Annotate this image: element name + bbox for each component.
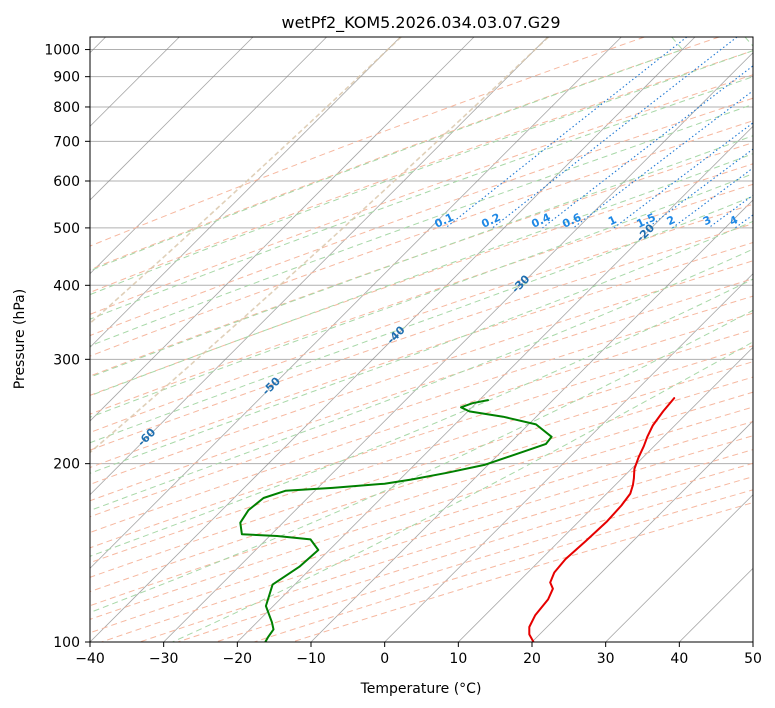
isotherm-line: [90, 37, 622, 569]
moist-adiabat-line: [90, 153, 753, 397]
x-tick-label: −30: [149, 651, 179, 667]
y-tick-label: 900: [53, 70, 80, 86]
moist-adiabat-line: [90, 135, 753, 378]
moist-adiabat-line: [90, 37, 684, 272]
isotherm-line: [90, 37, 401, 348]
dry-adiabat-line: [177, 462, 753, 642]
moist-adiabat-line: [90, 195, 753, 444]
dry-adiabat-line: [90, 345, 753, 564]
y-tick-label: 700: [53, 134, 80, 150]
y-tick-label: 600: [53, 174, 80, 190]
isotherm-line: [531, 420, 753, 642]
dry-adiabat-line: [90, 142, 753, 377]
y-tick-label: 400: [53, 278, 80, 294]
y-tick-label: 500: [53, 221, 80, 237]
isotherm-line: [384, 273, 753, 642]
dry-adiabat-line: [90, 361, 753, 578]
moist-adiabat-line: [90, 37, 753, 296]
x-tick-label: 20: [523, 651, 541, 667]
dry-adiabat-line: [292, 502, 753, 642]
dry-adiabat-line: [90, 329, 753, 549]
isotherm-line: [605, 494, 753, 642]
y-tick-label: 200: [53, 457, 80, 473]
temperature-trace: [528, 397, 676, 642]
dry-adiabat-line: [215, 476, 753, 642]
x-tick-label: 40: [670, 651, 688, 667]
isotherm-line: [90, 37, 254, 201]
saturation-curve: [90, 37, 549, 454]
isotherm-line: [90, 37, 548, 496]
mixing-ratio-line: [613, 122, 753, 229]
mixing-ratio-line: [542, 65, 753, 229]
x-tick-label: 0: [380, 651, 389, 667]
y-tick-label: 800: [53, 100, 80, 116]
dry-adiabat-line: [254, 489, 753, 642]
isotherm-line: [163, 52, 753, 642]
x-tick-label: 50: [744, 651, 762, 667]
isotherm-line: [90, 37, 327, 275]
dry-adiabat-line: [90, 37, 645, 247]
moist-adiabat-line: [90, 309, 753, 614]
mixing-ratio-line: [672, 167, 753, 229]
y-tick-label: 100: [53, 635, 80, 651]
y-axis-title: Pressure (hPa): [12, 289, 28, 389]
y-tick-label: 300: [53, 352, 80, 368]
isotherm-line: [310, 199, 753, 642]
plot-area: [90, 37, 753, 642]
isotherm-line: [90, 37, 475, 422]
moist-adiabat-line: [172, 341, 753, 642]
moist-adiabat-line: [90, 220, 753, 474]
dry-adiabat-line: [90, 50, 753, 293]
dewpoint-trace: [239, 399, 553, 642]
y-tick-label: 1000: [44, 43, 80, 59]
isotherm-line: [458, 346, 753, 642]
x-tick-label: 30: [597, 651, 615, 667]
dry-adiabat-line: [90, 120, 753, 357]
x-tick-label: 10: [449, 651, 467, 667]
isotherm-line: [90, 37, 696, 642]
dry-adiabat-line: [90, 183, 753, 415]
moist-adiabat-line: [90, 76, 753, 320]
dry-adiabat-line: [90, 97, 753, 337]
chart-title: wetPf2_KOM5.2026.034.03.07.G29: [281, 13, 560, 33]
dry-adiabat-line: [101, 435, 753, 642]
axes: −40 −30 −20 −10 0 10 20 30 40 50 100 200 300 400 500 60…: [44, 43, 762, 667]
x-tick-label: −40: [75, 651, 105, 667]
dry-adiabat-line: [139, 449, 753, 642]
plot-frame: [89, 36, 754, 643]
isotherm-line: [237, 125, 753, 642]
saturation-curve: [90, 37, 402, 325]
x-tick-label: −10: [296, 651, 326, 667]
dry-adiabat-line: [90, 37, 720, 271]
mixing-ratio-line: [445, 37, 688, 229]
x-axis-title: Temperature (°C): [360, 681, 482, 697]
x-tick-label: −20: [223, 651, 253, 667]
